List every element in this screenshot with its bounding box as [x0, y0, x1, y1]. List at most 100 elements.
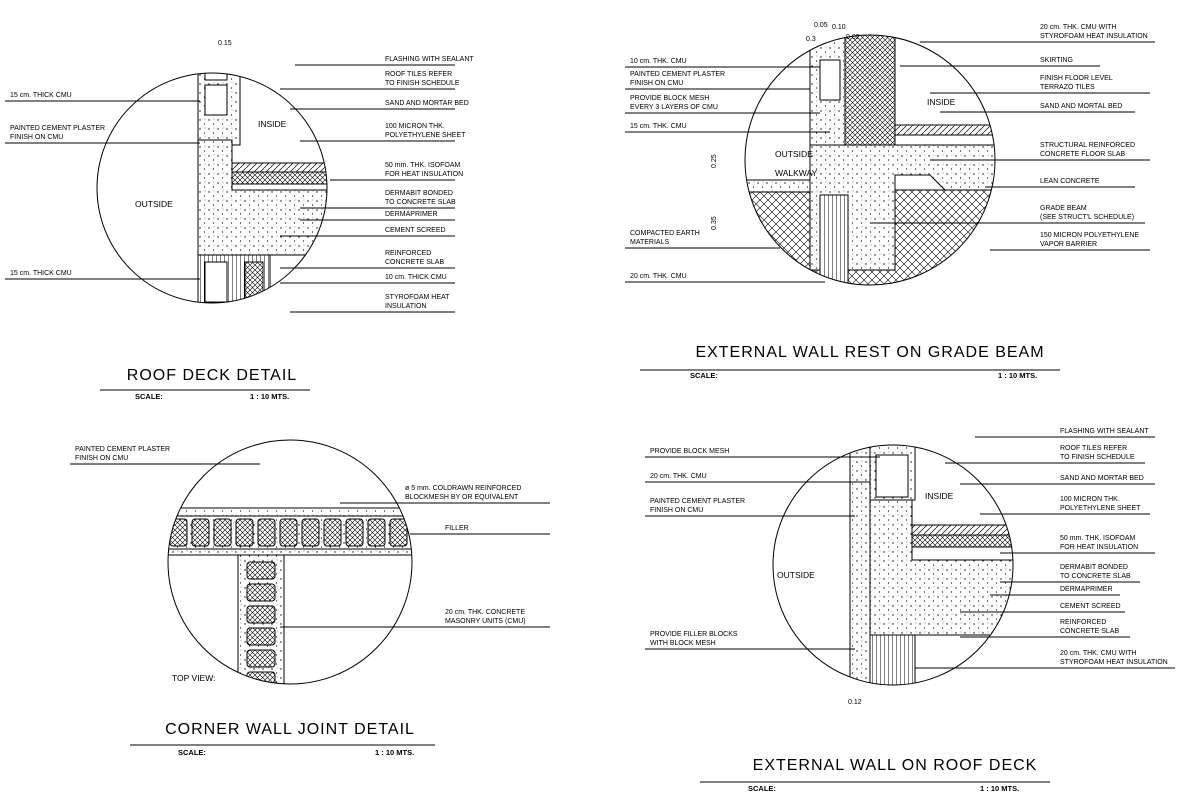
- cmu-block: [204, 84, 228, 116]
- dimension: 0.25: [711, 154, 718, 168]
- detail: EXTERNAL WALL ON ROOF DECK SCALE: 1 : 10 M…: [645, 428, 1175, 793]
- corner-joint-section: [168, 507, 412, 684]
- note-text: TO FINISH SCHEDULE: [385, 80, 460, 87]
- note-text: TO CONCRETE SLAB: [385, 199, 456, 206]
- dimension: 0.35: [711, 216, 718, 230]
- scale-value: 1 : 10 MTS.: [980, 784, 1019, 793]
- roof-tiles: [911, 524, 1013, 536]
- note-text: 20 cm. THK. CMU: [650, 473, 707, 480]
- cmu-block: [246, 605, 276, 624]
- note-text: POLYETHYLENE SHEET: [385, 132, 466, 139]
- dimension: 0.05: [814, 22, 828, 29]
- zone-label: TOP VIEW:: [172, 673, 215, 683]
- cmu-block: [191, 518, 210, 547]
- zone-label: OUTSIDE: [135, 199, 173, 209]
- note-text: FLASHING WITH SEALANT: [385, 56, 474, 63]
- note-text: TO FINISH SCHEDULE: [1060, 454, 1135, 461]
- scale-label: SCALE:: [135, 392, 163, 401]
- lower-wall: [869, 634, 916, 685]
- detail-circle: [96, 72, 328, 304]
- note-text: FINISH ON CMU: [630, 80, 683, 87]
- note-text: PAINTED CEMENT PLASTER: [10, 125, 105, 132]
- note-text: FILLER: [445, 525, 469, 532]
- note-text: DERMAPRIMER: [1060, 586, 1113, 593]
- note-text: 10 cm. THICK CMU: [385, 274, 447, 281]
- cmu-block: [213, 518, 232, 547]
- note-text: GRADE BEAM: [1040, 205, 1087, 212]
- note-text: 15 cm. THICK CMU: [10, 270, 72, 277]
- cmu-block: [246, 627, 276, 646]
- note-text: STYROFOAM HEAT: [385, 294, 450, 301]
- note-text: SAND AND MORTAL BED: [1040, 103, 1122, 110]
- note-text: PROVIDE BLOCK MESH: [630, 95, 709, 102]
- wall-roof-deck-section: [849, 445, 1013, 685]
- note-text: 50 mm. THK. ISOFOAM: [1060, 535, 1135, 542]
- note-text: DERMABIT BONDED: [1060, 564, 1128, 571]
- cmu-insulated: [844, 35, 896, 146]
- zone-label: INSIDE: [927, 97, 956, 107]
- cmu-block: [875, 454, 909, 498]
- detail-title: ROOF DECK DETAIL: [127, 367, 297, 384]
- roof-deck-section: [197, 73, 327, 303]
- note-text: WITH BLOCK MESH: [650, 640, 716, 647]
- note-text: CEMENT SCREED: [1060, 603, 1121, 610]
- note-text: ROOF TILES REFER: [385, 71, 452, 78]
- note-text: 15 cm. THK. CMU: [630, 123, 687, 130]
- scale-value: 1 : 10 MTS.: [998, 371, 1037, 380]
- note-text: PAINTED CEMENT PLASTER: [630, 71, 725, 78]
- note-text: PAINTED CEMENT PLASTER: [650, 498, 745, 505]
- scale-label: SCALE:: [748, 784, 776, 793]
- note-text: VAPOR BARRIER: [1040, 241, 1097, 248]
- note-text: 20 cm. THK. CMU WITH: [1040, 24, 1116, 31]
- note-text: DERMABIT BONDED: [385, 190, 453, 197]
- scale-label: SCALE:: [178, 748, 206, 757]
- note-text: FOR HEAT INSULATION: [385, 171, 463, 178]
- lower-cmu: [819, 194, 849, 285]
- cmu-block: [257, 518, 276, 547]
- zone-label: OUTSIDE: [777, 570, 815, 580]
- note-text: FINISH ON CMU: [75, 455, 128, 462]
- note-text: PAINTED CEMENT PLASTER: [75, 446, 170, 453]
- detail-title: CORNER WALL JOINT DETAIL: [165, 721, 415, 738]
- zone-label: OUTSIDE: [775, 149, 813, 159]
- note-text: FLASHING WITH SEALANT: [1060, 428, 1149, 435]
- cmu-block: [819, 59, 841, 101]
- note-text: 100 MICRON THK.: [1060, 496, 1120, 503]
- detail: CORNER WALL JOINT DETAIL SCALE: 1 : 10 MTS…: [70, 446, 550, 757]
- dimension: 0.15: [218, 40, 232, 47]
- cmu-block: [367, 518, 386, 547]
- dimension: 0.3: [806, 36, 816, 43]
- note-text: FINISH ON CMU: [650, 507, 703, 514]
- note-text: 150 MICRON POLYETHYLENE: [1040, 232, 1139, 239]
- dimension: 0.10: [832, 24, 846, 31]
- zone-label: INSIDE: [258, 119, 287, 129]
- concrete-slab: [869, 499, 1013, 636]
- styrofoam: [244, 261, 264, 303]
- cmu-block: [246, 583, 276, 602]
- detail-circle: [772, 444, 1014, 686]
- note-text: POLYETHYLENE SHEET: [1060, 505, 1141, 512]
- note-text: TERRAZO TILES: [1040, 84, 1095, 91]
- note-text: (SEE STRUCT'L SCHEDULE): [1040, 214, 1134, 221]
- note-text: 100 MICRON THK.: [385, 123, 445, 130]
- note-text: STYROFOAM HEAT INSULATION: [1060, 659, 1168, 666]
- note-text: REINFORCED: [1060, 619, 1106, 626]
- scale-label: SCALE:: [690, 371, 718, 380]
- note-text: FINISH ON CMU: [10, 134, 63, 141]
- note-text: STYROFOAM HEAT INSULATION: [1040, 33, 1148, 40]
- plaster: [849, 445, 871, 685]
- detail-circle: [167, 439, 413, 685]
- note-text: DERMAPRIMER: [385, 211, 438, 218]
- cmu-block: [323, 518, 342, 547]
- detail-title: EXTERNAL WALL REST ON GRADE BEAM: [695, 344, 1044, 361]
- cmu-block: [301, 518, 320, 547]
- cmu-block: [169, 518, 188, 547]
- note-text: INSULATION: [385, 303, 427, 310]
- note-text: ø 5 mm. COLDRAWN REINFORCED: [405, 485, 521, 492]
- note-text: SKIRTING: [1040, 57, 1073, 64]
- note-text: 20 cm. THK. CMU WITH: [1060, 650, 1136, 657]
- cmu-block: [204, 73, 228, 81]
